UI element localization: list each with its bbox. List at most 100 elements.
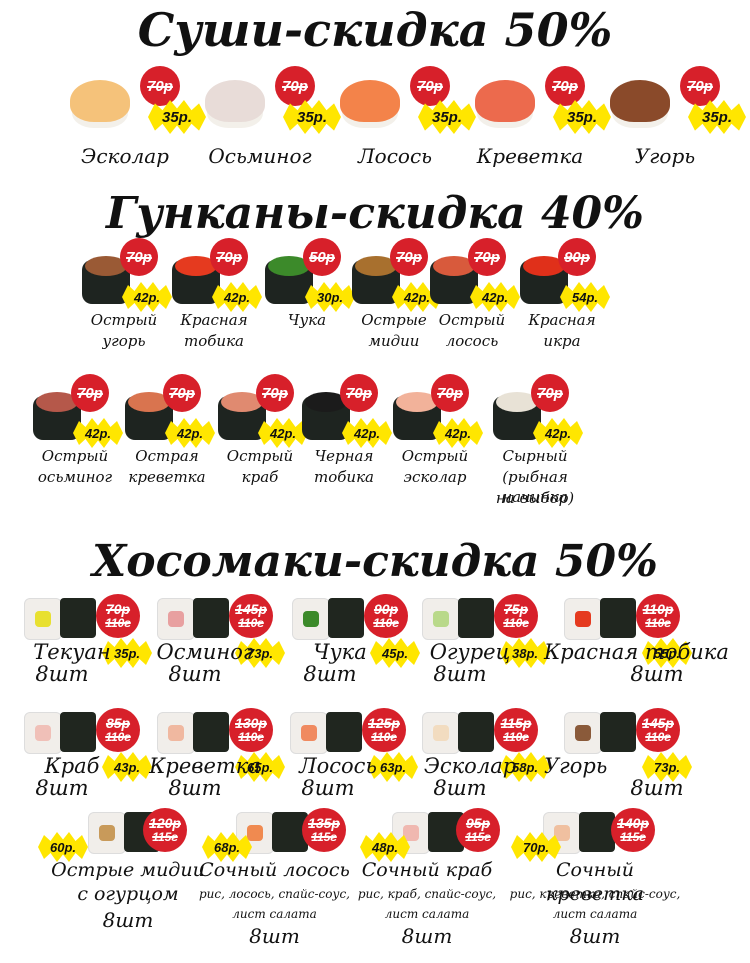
item-name: Осьминог bbox=[208, 144, 312, 168]
old-price: 75р bbox=[503, 601, 529, 617]
hosomaki-item[interactable]: 95р 115г 48р. Сочный краб рис, краб, спайс-с… bbox=[352, 808, 502, 958]
gunkan-item[interactable]: 70р 42р. Сырный (рыбная начинка на выбор) bbox=[493, 374, 593, 507]
hosomaki-nori bbox=[600, 712, 636, 752]
item-name: эсколар bbox=[403, 468, 467, 486]
sushi-item[interactable]: 70р 35р. Угорь bbox=[610, 66, 746, 180]
old-price: 145р bbox=[235, 601, 267, 617]
item-name: Осминог bbox=[156, 640, 254, 664]
old-price: 115р bbox=[500, 715, 532, 731]
item-name: Креветка bbox=[476, 144, 584, 168]
old-price: 145р bbox=[642, 715, 674, 731]
hosomaki-nori bbox=[60, 598, 96, 638]
hosomaki-item[interactable]: 70р 110г 35р. Текуан 8шт bbox=[22, 594, 152, 698]
item-description: лист салата bbox=[384, 907, 470, 921]
hosomaki-item[interactable]: 130р 110г 65р. Креветка 8шт bbox=[149, 708, 285, 812]
hosomaki-item[interactable]: 125р 110г 63р. Лосось 8шт bbox=[288, 708, 418, 812]
item-name: Острый bbox=[401, 447, 469, 465]
old-price-badge: 70р bbox=[545, 66, 585, 106]
sushi-title: Суши-скидка 50% bbox=[137, 3, 613, 57]
old-price-badge: 70р bbox=[71, 374, 109, 412]
gunkan-item[interactable]: 70р 42р. Острый угорь bbox=[82, 238, 182, 358]
gunkan-topping bbox=[268, 256, 310, 276]
hosomaki-image bbox=[422, 712, 460, 754]
item-name: Острая bbox=[135, 447, 199, 465]
hosomaki-nori bbox=[579, 812, 615, 852]
hosomaki-item[interactable]: 90р 110г 45р. Чука 8шт bbox=[290, 594, 420, 698]
item-description: лист салата bbox=[232, 907, 317, 921]
gunkan-item[interactable]: 70р 42р. Острый лосось bbox=[430, 238, 530, 358]
hosomaki-item[interactable]: 85р 110г 43р. Краб 8шт bbox=[22, 708, 152, 812]
weight: 110г bbox=[371, 730, 397, 744]
hosomaki-item[interactable]: 110р 110г 55р. Красная тобика 8шт bbox=[544, 594, 729, 698]
old-price-badge: 70р bbox=[120, 238, 158, 276]
gunkan-image bbox=[33, 392, 81, 440]
item-name: (рыбная начинка bbox=[502, 468, 568, 506]
item-count: 8шт bbox=[35, 776, 89, 800]
item-name: Эсколар bbox=[423, 754, 517, 778]
item-name: Острый bbox=[226, 447, 294, 465]
sushi-item[interactable]: 70р 35р. Креветка bbox=[475, 66, 611, 180]
hosomaki-item[interactable]: 115р 110г 58р. Эсколар 8шт bbox=[420, 708, 550, 812]
hosomaki-item[interactable]: 140р 115г 70р. Сочный креветка рис, креветка… bbox=[505, 808, 685, 958]
item-name: Лосось bbox=[299, 754, 377, 778]
hosomaki-item[interactable]: 75р 110г 38р. Огурец 8шт bbox=[420, 594, 550, 698]
item-count: 8шт bbox=[433, 776, 487, 800]
gunkan-item[interactable]: 70р 42р. Острая креветка bbox=[125, 374, 225, 494]
weight: 115г bbox=[311, 830, 337, 844]
new-price-badge: 42р. bbox=[433, 418, 483, 448]
item-name: Черная bbox=[314, 447, 374, 465]
new-price-badge: 42р. bbox=[342, 418, 392, 448]
old-price-badge: 70р 110г bbox=[96, 594, 140, 638]
new-price-badge: 30р. bbox=[305, 282, 355, 312]
gunkan-topping bbox=[433, 256, 475, 276]
hosomaki-nori bbox=[328, 598, 364, 638]
hosomaki-image bbox=[88, 812, 126, 854]
weight: 110г bbox=[238, 730, 264, 744]
gunkan-image bbox=[125, 392, 173, 440]
nigiri-image bbox=[70, 80, 130, 122]
old-price-badge: 70р bbox=[468, 238, 506, 276]
sushi-item[interactable]: 70р 35р. Эсколар bbox=[70, 66, 206, 180]
old-price-badge: 70р bbox=[431, 374, 469, 412]
item-description: рис, лосось, спайс-соус, bbox=[198, 887, 350, 901]
old-price-badge: 90р bbox=[558, 238, 596, 276]
item-name: Эсколар bbox=[81, 144, 169, 168]
item-name: с огурцом bbox=[77, 883, 179, 905]
gunkan-topping bbox=[85, 256, 127, 276]
gunkan-item[interactable]: 70р 42р. Острый эсколар bbox=[393, 374, 493, 494]
old-price-badge: 110р 110г bbox=[636, 594, 680, 638]
hosomaki-nori bbox=[60, 712, 96, 752]
gunkan-item[interactable]: 70р 42р. Острый краб bbox=[218, 374, 318, 494]
gunkan-image bbox=[430, 256, 478, 304]
hosomaki-item[interactable]: 145р 110г 73р. Осминог 8шт bbox=[155, 594, 285, 698]
item-name: Красная тобика bbox=[544, 640, 729, 664]
item-name: Сочный лосось bbox=[199, 859, 350, 881]
item-name: Сырный bbox=[502, 447, 568, 465]
gunkan-item[interactable]: 70р 42р. Черная тобика bbox=[302, 374, 402, 494]
gunkan-topping bbox=[221, 392, 263, 412]
old-price-badge: 50р bbox=[303, 238, 341, 276]
sushi-item[interactable]: 70р 35р. Лосось bbox=[340, 66, 476, 180]
gunkan-item[interactable]: 90р 54р. Красная икра bbox=[520, 238, 620, 358]
item-name: тобика bbox=[184, 332, 244, 350]
weight: 110г bbox=[645, 616, 671, 630]
item-count: 8шт bbox=[301, 776, 355, 800]
old-price-badge: 75р 110г bbox=[494, 594, 538, 638]
hosomaki-item[interactable]: 120р 115г 60р. Острые мидии с огурцом 8шт bbox=[28, 808, 228, 958]
gunkan-item[interactable]: 70р 42р. Красная тобика bbox=[172, 238, 272, 358]
item-name: на выбор) bbox=[495, 489, 575, 507]
hosomaki-item[interactable]: 135р 115г 68р. Сочный лосось рис, лосось, сп… bbox=[192, 808, 357, 958]
hosomaki-nori bbox=[600, 598, 636, 638]
item-name: лосось bbox=[445, 332, 499, 350]
weight: 115г bbox=[465, 830, 491, 844]
old-price-badge: 145р 110г bbox=[229, 594, 273, 638]
hosomaki-nori bbox=[458, 712, 494, 752]
sushi-item[interactable]: 70р 35р. Осьминог bbox=[205, 66, 341, 180]
hosomaki-item[interactable]: 145р 110г 73р. Угорь 8шт bbox=[544, 708, 692, 812]
gunkan-item[interactable]: 70р 42р. Острый осьминог bbox=[33, 374, 133, 494]
gunkan-image bbox=[393, 392, 441, 440]
gunkan-topping bbox=[523, 256, 565, 276]
gunkan-item[interactable]: 50р 30р. Чука bbox=[265, 238, 365, 358]
new-price-badge: 35р. bbox=[148, 100, 206, 134]
old-price: 140р bbox=[617, 815, 649, 831]
